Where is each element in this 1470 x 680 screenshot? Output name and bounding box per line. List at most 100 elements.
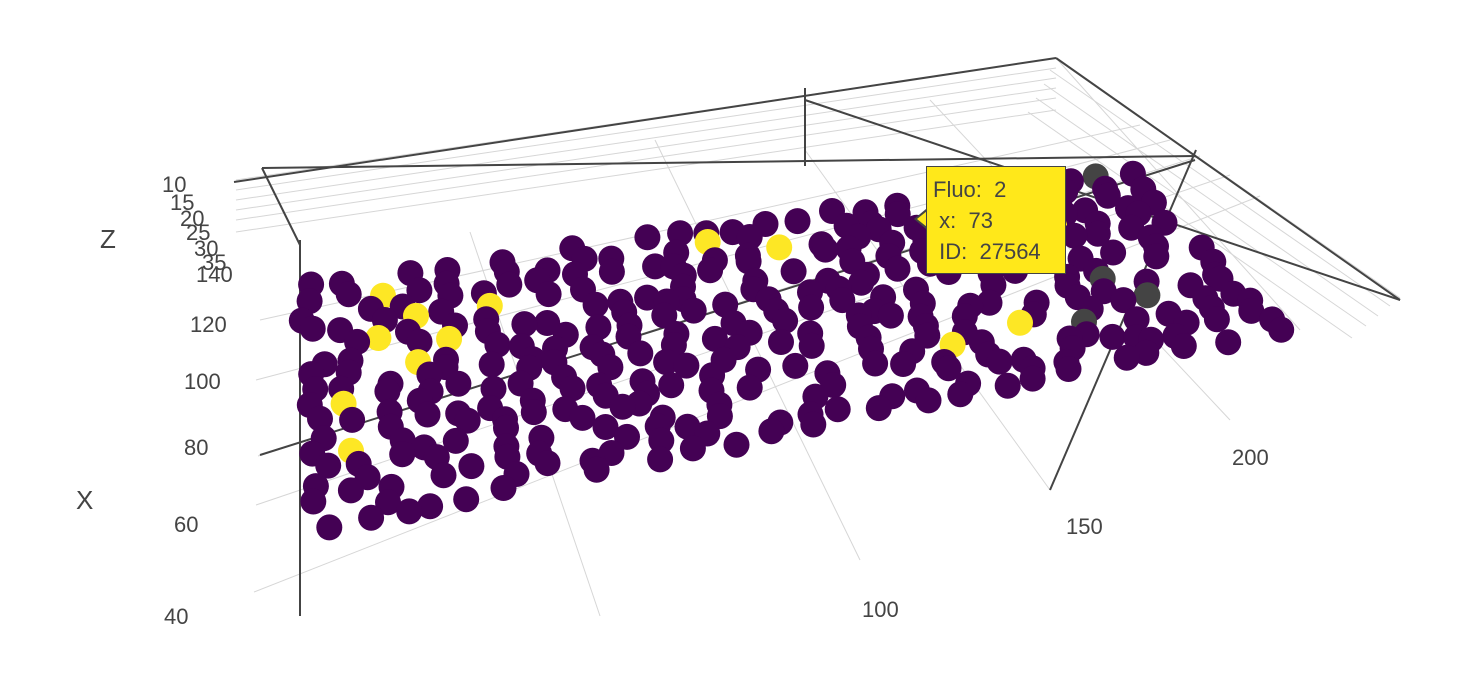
scatter-point[interactable] [697,257,724,284]
scatter-point[interactable] [458,453,485,480]
scatter-point[interactable] [994,372,1021,399]
scatter-point[interactable] [406,328,433,355]
scatter-point[interactable] [1143,243,1170,270]
scatter-point[interactable] [1170,333,1197,359]
scatter-point[interactable] [300,488,327,515]
scatter-point[interactable] [1113,344,1140,371]
scatter-point[interactable] [627,340,654,367]
scatter-point[interactable] [582,291,609,318]
scatter-point[interactable] [1268,316,1295,343]
scatter-point[interactable] [358,504,385,531]
scatter-point[interactable] [592,414,619,440]
scatter-point[interactable] [406,277,433,304]
scatter-point[interactable] [784,208,811,235]
scatter-point[interactable] [374,378,401,405]
scatter-point[interactable] [642,253,669,280]
scatter-point[interactable] [511,311,538,338]
scatter-point[interactable] [890,351,917,377]
scatter-point[interactable] [935,355,962,382]
scatter-point[interactable] [701,325,728,352]
scatter-point[interactable] [653,349,680,376]
scatter-point[interactable] [335,281,362,308]
scatter-point[interactable] [1118,214,1145,241]
scatter-point[interactable] [375,489,401,516]
scatter-point[interactable] [1215,329,1242,356]
scatter-point[interactable] [339,406,366,433]
scatter-point[interactable] [1007,309,1033,336]
scatter-point[interactable] [647,446,674,473]
scatter-point[interactable] [758,418,785,445]
scatter-point[interactable] [812,236,839,263]
scatter-point[interactable] [667,220,694,247]
scatter-point[interactable] [800,411,827,438]
scatter-point[interactable] [976,289,1003,316]
scatter-point[interactable] [445,370,472,397]
scatter-markers[interactable] [288,160,1295,541]
scatter-point[interactable] [480,375,507,402]
scatter-point[interactable] [877,302,904,329]
scatter-point[interactable] [848,269,875,296]
scatter-point[interactable] [829,287,856,314]
scatter-point[interactable] [296,288,323,315]
scatter-point[interactable] [585,314,612,341]
scatter-point[interactable] [454,407,481,434]
scatter-point[interactable] [1019,365,1046,392]
scatter-point[interactable] [534,450,561,477]
scatter-point[interactable] [658,372,685,399]
scatter-point[interactable] [453,486,480,513]
scatter-point[interactable] [1100,239,1127,266]
scatter-point[interactable] [493,414,519,441]
scatter-point[interactable] [634,284,661,311]
scatter-point[interactable] [1094,182,1121,209]
scatter-point[interactable] [673,352,700,379]
scatter-point[interactable] [1203,306,1230,333]
scatter-point[interactable] [680,297,707,324]
scatter-point[interactable] [316,514,343,541]
scatter-point[interactable] [634,224,661,251]
scatter-point[interactable] [862,350,889,377]
scatter-point[interactable] [766,234,793,261]
scatter-point[interactable] [442,427,469,454]
scatter-point[interactable] [307,405,333,432]
scatter-point[interactable] [583,456,610,483]
scatter-point[interactable] [651,302,678,329]
scatter-point[interactable] [798,332,825,359]
scatter-point[interactable] [768,329,794,355]
scatter-point[interactable] [609,393,636,420]
scatter-point[interactable] [1061,222,1088,249]
scatter-point[interactable] [1099,323,1126,350]
scatter-point[interactable] [1123,306,1150,333]
scatter-point[interactable] [865,395,892,422]
scatter-point[interactable] [1133,339,1160,366]
scatter-point[interactable] [798,294,825,321]
scatter-point[interactable] [396,498,423,525]
scatter-point[interactable] [614,423,640,450]
scatter-point[interactable] [884,255,911,282]
scatter-point[interactable] [430,462,457,489]
scatter-point[interactable] [1084,220,1111,247]
scatter-point[interactable] [496,271,523,298]
scatter-point[interactable] [648,427,675,454]
scatter-point[interactable] [389,441,416,468]
scatter-point[interactable] [915,387,942,414]
scatter-point[interactable] [947,381,974,408]
scatter-point[interactable] [337,477,364,504]
scatter-point[interactable] [735,248,762,275]
scatter-point[interactable] [736,374,763,401]
scatter-point[interactable] [884,201,911,228]
scatter-point[interactable] [679,435,706,462]
scatter-point[interactable] [414,401,441,428]
scatter-point[interactable] [569,404,596,431]
scatter-point[interactable] [824,396,851,423]
scatter-point[interactable] [1238,297,1265,324]
scatter-point[interactable] [772,307,799,334]
scatter-point[interactable] [436,325,463,352]
scatter-point[interactable] [782,352,809,379]
scatter-point[interactable] [1110,287,1137,314]
scatter-point[interactable] [315,452,342,479]
scatter-point[interactable] [559,375,586,402]
scatter-point[interactable] [535,281,562,308]
scatter-point[interactable] [674,413,701,440]
scatter-point[interactable] [780,258,807,285]
